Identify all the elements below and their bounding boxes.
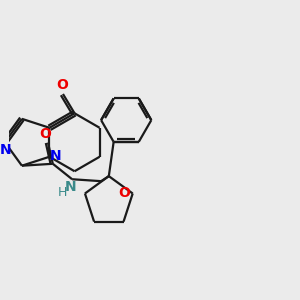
Text: H: H <box>58 186 67 199</box>
Text: O: O <box>118 185 130 200</box>
Text: N: N <box>0 143 12 157</box>
Text: O: O <box>39 127 51 141</box>
Text: N: N <box>50 149 61 163</box>
Text: O: O <box>56 78 68 92</box>
Text: N: N <box>64 180 76 194</box>
